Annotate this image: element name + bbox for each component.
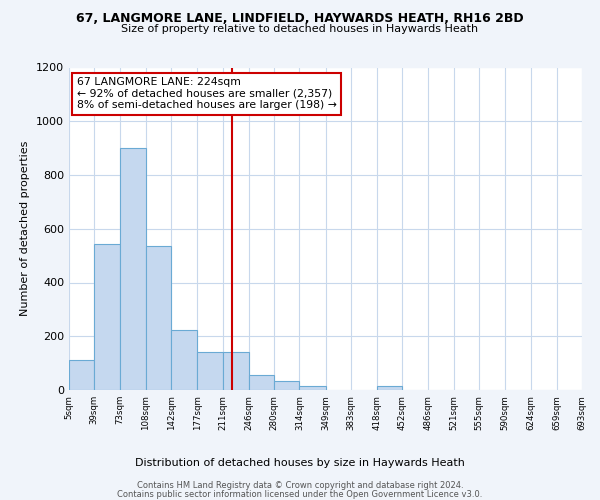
Text: 67 LANGMORE LANE: 224sqm
← 92% of detached houses are smaller (2,357)
8% of semi: 67 LANGMORE LANE: 224sqm ← 92% of detach… [77,77,337,110]
Text: Contains HM Land Registry data © Crown copyright and database right 2024.: Contains HM Land Registry data © Crown c… [137,481,463,490]
Bar [299,386,325,390]
Bar [223,352,248,390]
Bar [120,148,146,390]
Bar [197,352,223,390]
Text: Contains public sector information licensed under the Open Government Licence v3: Contains public sector information licen… [118,490,482,499]
Bar [94,244,120,390]
Bar [69,360,94,390]
Bar [377,386,403,390]
Text: Size of property relative to detached houses in Haywards Heath: Size of property relative to detached ho… [121,24,479,34]
Text: Distribution of detached houses by size in Haywards Heath: Distribution of detached houses by size … [135,458,465,468]
Bar [248,375,274,390]
Text: 67, LANGMORE LANE, LINDFIELD, HAYWARDS HEATH, RH16 2BD: 67, LANGMORE LANE, LINDFIELD, HAYWARDS H… [76,12,524,26]
Y-axis label: Number of detached properties: Number of detached properties [20,141,31,316]
Bar [171,330,197,390]
Bar [274,380,299,390]
Bar [146,246,171,390]
